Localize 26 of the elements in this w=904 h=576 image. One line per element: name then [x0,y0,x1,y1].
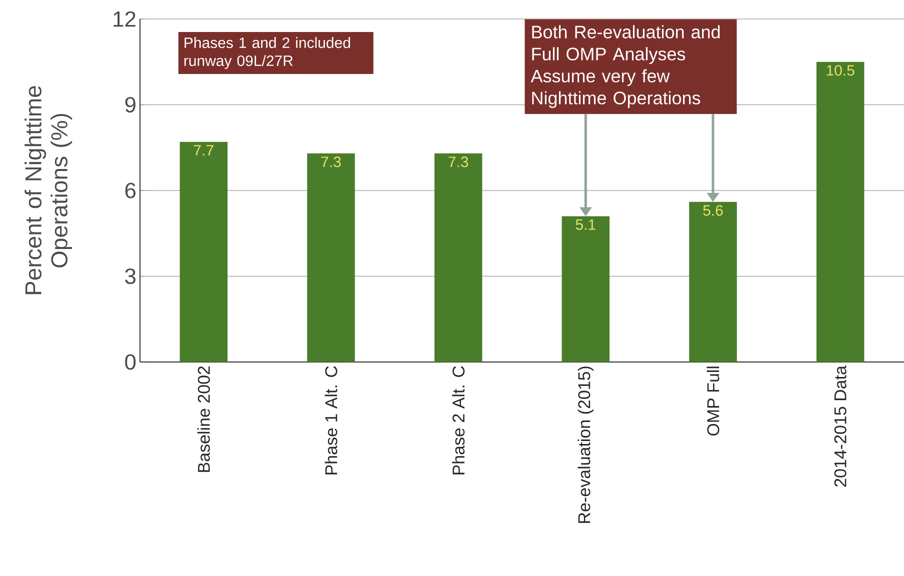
y-tick-label: 12 [114,11,136,27]
bar [689,202,737,362]
data-label: 7.3 [448,156,468,168]
bar [434,153,482,362]
x-tick-label: OMP Full [706,366,720,436]
x-tick-label: 2014-2015 Data [834,366,846,487]
data-label: 7.3 [321,156,341,168]
bar [307,153,355,362]
y-tick-label: 3 [125,268,136,284]
bar [562,216,610,362]
annotation: Phases 1 and 2 included runway 09L/27R [184,37,350,70]
bar [180,142,228,362]
x-tick-label: Re-evaluation (2015) [578,366,594,523]
x-tick-label: Baseline 2002 [197,366,210,472]
data-label: 7.7 [194,145,214,156]
annotation: Both Re-evaluation and Full OMP Analyses Assume very few Nighttime Operations [530,25,720,108]
x-tick-label: Phase 1 Alt. C [324,366,338,474]
y-axis-title: Percent of Nighttime Operations (%) [24,86,72,294]
y-tick-label: 0 [125,354,136,370]
data-label: 10.5 [826,65,854,76]
bar [816,62,864,362]
data-label: 5.6 [703,205,723,216]
y-tick-label: 6 [125,182,136,198]
y-tick-label: 9 [125,96,136,113]
x-tick-label: Phase 2 Alt. C [452,366,465,474]
data-label: 5.1 [576,219,596,230]
